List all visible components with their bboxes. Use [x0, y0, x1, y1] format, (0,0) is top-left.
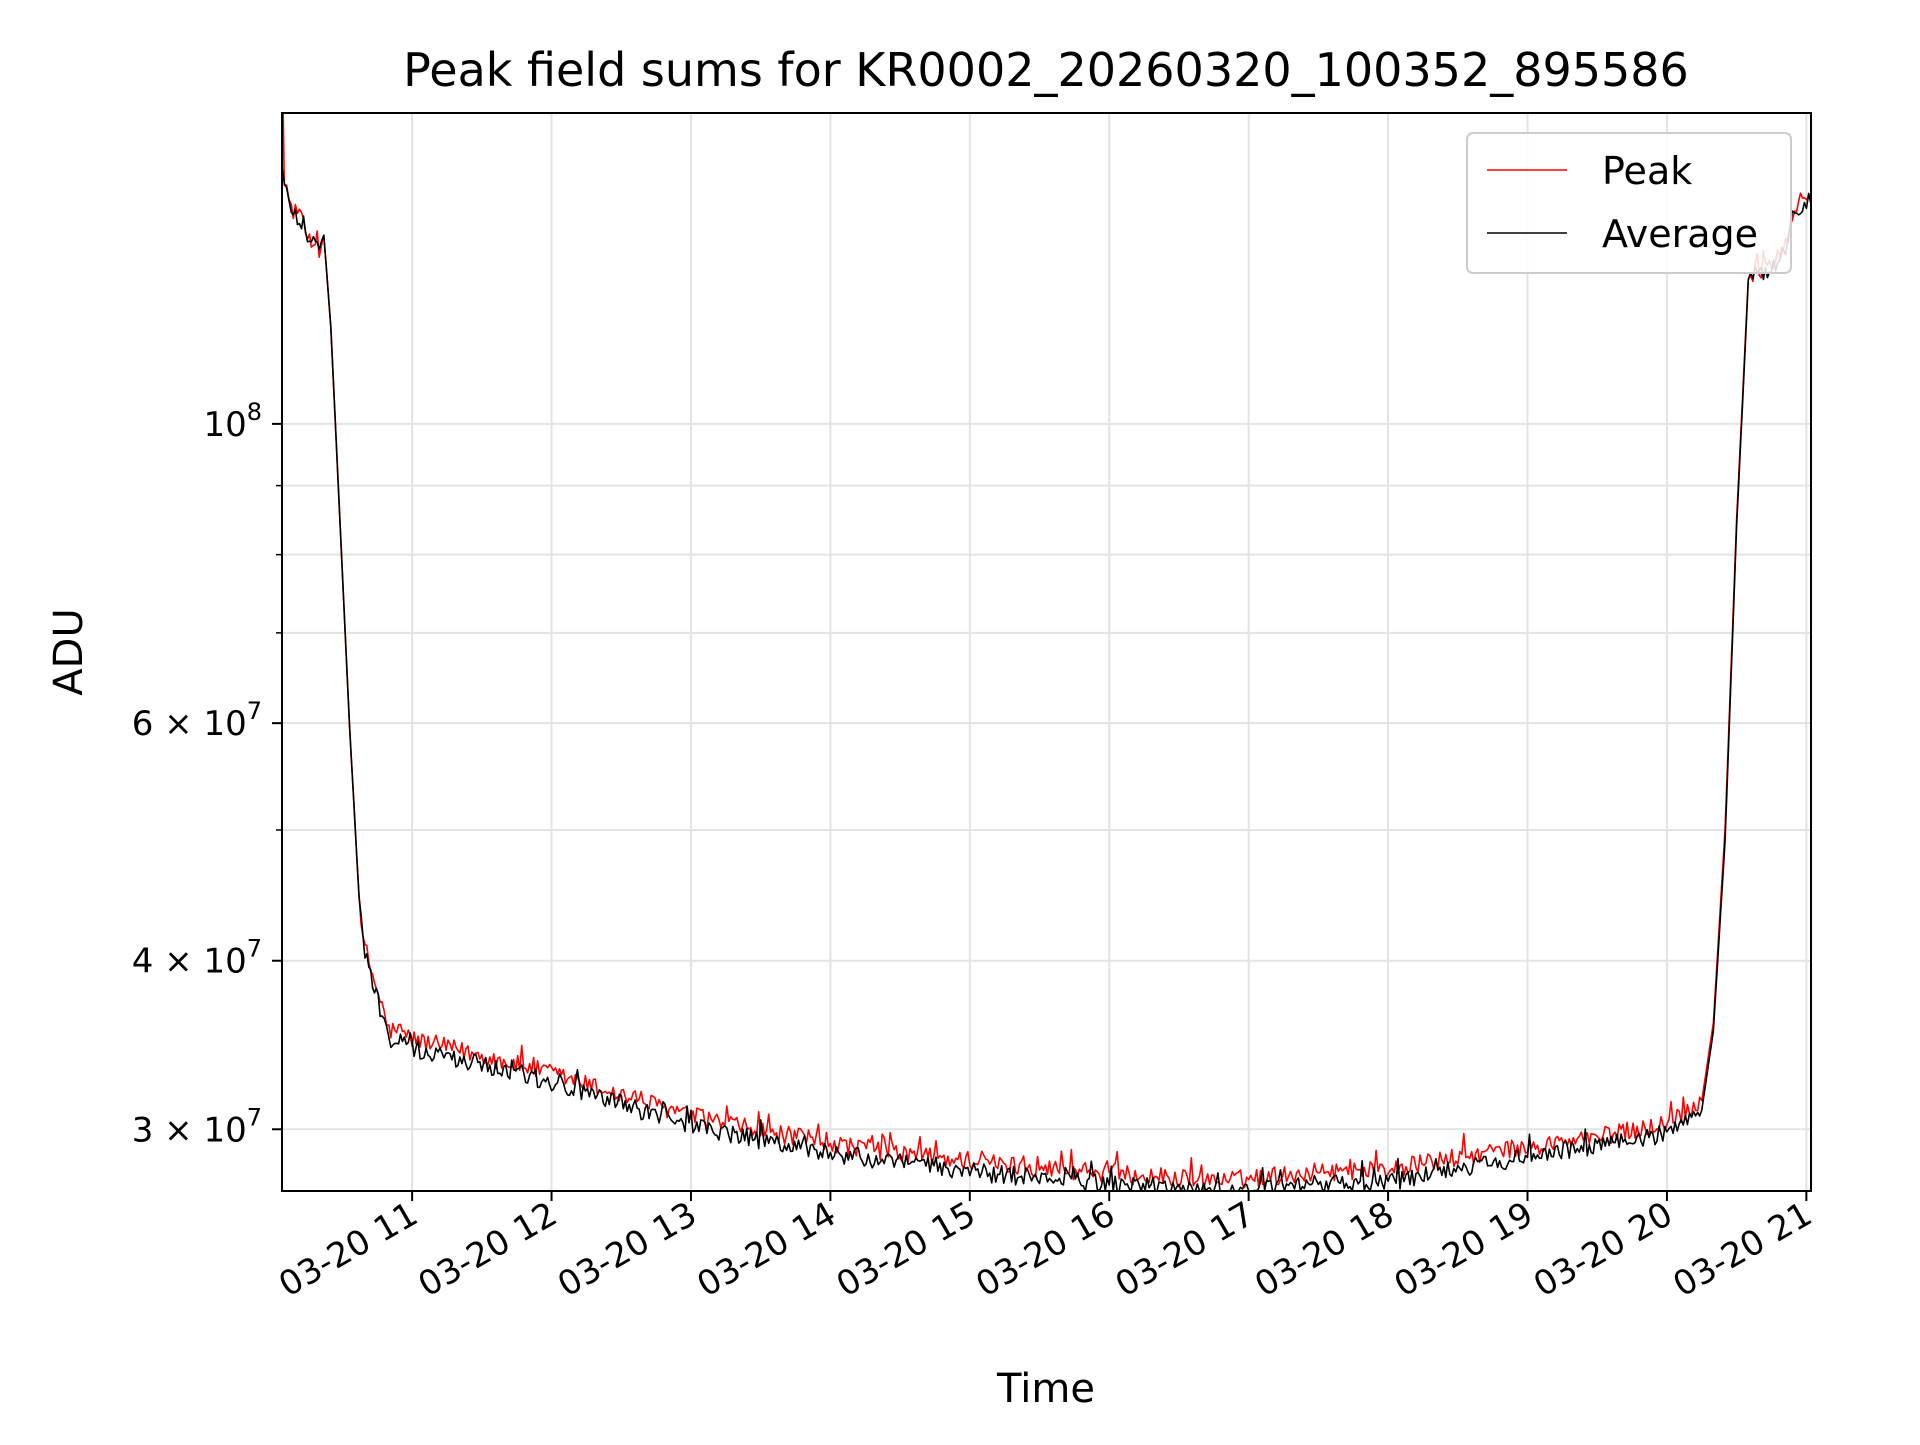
legend-box — [1466, 132, 1792, 274]
series-layer — [281, 112, 1812, 1192]
series-line-average — [281, 166, 1812, 1192]
legend-label-average: Average — [1602, 212, 1758, 256]
y-tick-label: 6 × 107 — [132, 697, 262, 744]
series-line-peak — [281, 112, 1812, 1191]
grid — [282, 113, 1811, 1191]
chart-title: Peak field sums for KR0002_20260320_1003… — [403, 43, 1689, 97]
y-tick-label: 108 — [203, 398, 262, 445]
plot-frame — [281, 112, 1812, 1192]
y-axis-label: ADU — [46, 608, 92, 695]
y-tick-label: 3 × 107 — [132, 1103, 262, 1150]
x-axis-label: Time — [996, 1366, 1095, 1412]
legend-label-peak: Peak — [1602, 149, 1692, 193]
y-tick-label: 4 × 107 — [132, 935, 262, 982]
legend: Peak Average — [1466, 132, 1792, 274]
